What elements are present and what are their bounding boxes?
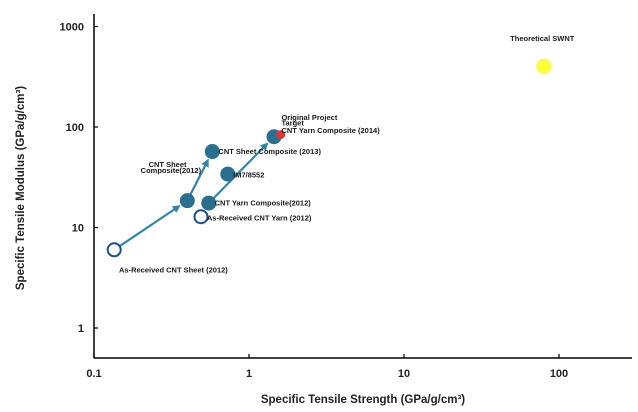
progress-arrow — [119, 205, 181, 247]
annotation-label: IM7/8552 — [233, 170, 264, 179]
annotation-label: Composite(2012) — [141, 166, 202, 175]
annotation-label: As-Received CNT Sheet (2012) — [119, 266, 228, 275]
im7-8552-point — [220, 166, 236, 182]
y-tick-label: 100 — [66, 122, 84, 134]
x-tick-label: 100 — [550, 368, 568, 380]
y-tick-label: 1 — [78, 323, 84, 335]
x-tick-label: 1 — [246, 368, 252, 380]
annotation-label: As-Received CNT Yarn (2012) — [207, 214, 312, 223]
x-axis-label: Specific Tensile Strength (GPa/g/cm³) — [261, 394, 465, 406]
as-received-cnt-yarn-2012-point — [193, 209, 209, 225]
annotation-label: Original Project — [281, 113, 337, 122]
y-tick-label: 1000 — [60, 22, 84, 34]
y-ticks: 1 10 100 1000 — [60, 22, 98, 335]
as-received-cnt-sheet-2012-point — [106, 242, 122, 258]
arrows — [119, 142, 269, 247]
y-axis-label: Specific Tensile Modulus (GPa/g/cm³) — [15, 86, 27, 290]
y-tick-label: 10 — [72, 223, 84, 235]
cnt-yarn-composite-2012-point — [201, 195, 217, 211]
annotation-label: CNT Sheet Composite (2013) — [218, 147, 321, 156]
progress-arrow — [189, 158, 209, 195]
axes — [93, 14, 632, 359]
annotation-label: Theoretical SWNT — [510, 34, 575, 43]
points — [106, 58, 552, 258]
cnt-sheet-composite-2012-point — [179, 193, 195, 209]
x-tick-label: 10 — [398, 368, 410, 380]
annotation-label: Target — [281, 119, 304, 128]
progress-arrow — [212, 142, 269, 199]
x-tick-label: 0.1 — [86, 368, 101, 380]
theoretical-swnt-point — [535, 58, 552, 75]
original-project-target-point — [276, 130, 286, 140]
annotation-label: CNT Yarn Composite(2012) — [215, 198, 312, 207]
annotation-label: CNT Sheet — [149, 160, 187, 169]
x-ticks: 0.1 1 10 100 — [86, 354, 568, 380]
annotation-label: CNT Yarn Composite (2014) — [281, 126, 380, 135]
cnt-sheet-composite-2013-point — [204, 144, 220, 160]
